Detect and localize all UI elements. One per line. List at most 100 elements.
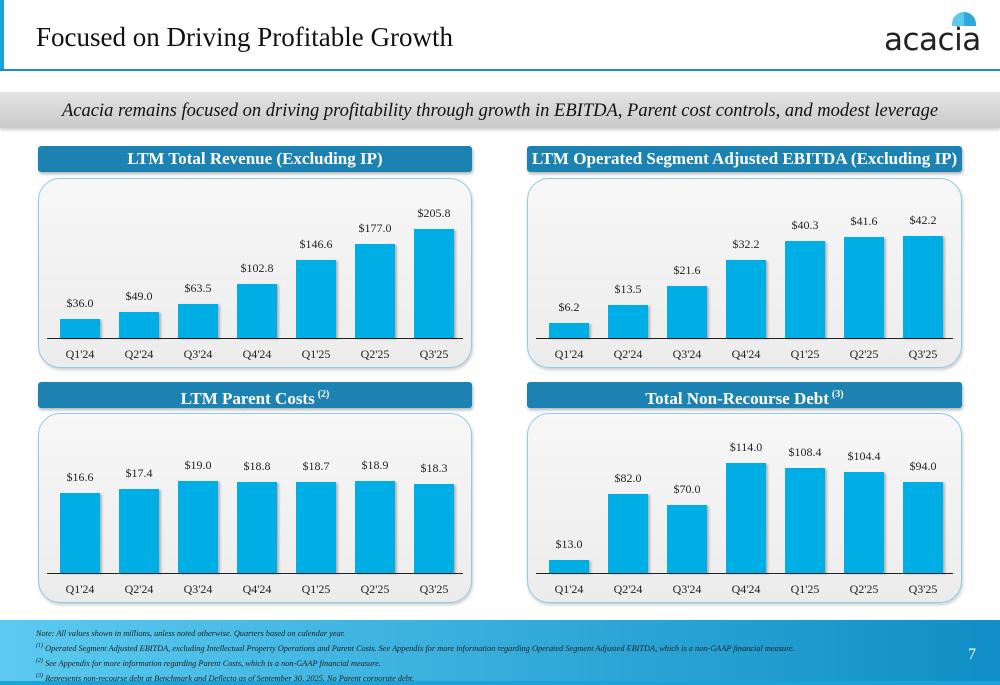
category-label: Q3'24 (672, 347, 702, 361)
footnote-3: (3) Represents non-recourse debt at Benc… (36, 670, 795, 685)
data-label: $108.4 (788, 445, 822, 460)
category-label: Q2'25 (849, 347, 879, 361)
data-label: $41.6 (850, 214, 878, 229)
parent-costs-chart-title: LTM Parent Costs (2) (38, 382, 472, 408)
data-label: $177.0 (358, 221, 392, 236)
data-label: $18.7 (302, 459, 330, 474)
footnote-mark: (1) (36, 643, 43, 649)
category-label: Q3'24 (672, 582, 702, 596)
bar (726, 463, 766, 573)
data-label: $63.5 (184, 281, 212, 296)
data-label: $205.8 (417, 206, 451, 220)
category-label: Q2'25 (849, 582, 879, 596)
bar (60, 492, 100, 573)
category-label: Q2'24 (613, 347, 643, 361)
data-label: $36.0 (66, 295, 94, 310)
page-title: Focused on Driving Profitable Growth (36, 22, 453, 52)
category-label: Q2'25 (360, 347, 390, 361)
data-label: $18.9 (361, 458, 389, 473)
footnote-note: Note: All values shown in millions, unle… (36, 629, 346, 638)
bar (785, 468, 825, 573)
data-label: $18.3 (420, 461, 448, 476)
ebitda-chart: $6.2 Q1'24 $13.5 Q2'24 $21.6 Q3'24 $32.2 Q4'24 $… (527, 178, 962, 368)
category-label: Q3'24 (183, 347, 213, 361)
category-label: Q4'24 (242, 582, 272, 596)
footnote-1: (1) Operated Segment Adjusted EBITDA, ex… (36, 640, 795, 655)
footer: Note: All values shown in millions, unle… (0, 620, 1000, 685)
bar (667, 505, 707, 573)
bar (549, 560, 589, 573)
data-label: $13.0 (555, 537, 583, 552)
category-label: Q2'24 (124, 347, 154, 361)
footnote-text: Operated Segment Adjusted EBITDA, exclud… (45, 643, 795, 653)
bar (119, 312, 159, 338)
bar (296, 260, 336, 338)
bar (178, 304, 218, 338)
footnote-text: See Appendix for more information regard… (45, 658, 381, 668)
data-label: $146.6 (299, 237, 333, 252)
x-axis-line (536, 573, 953, 574)
footnote-mark: (3) (36, 672, 43, 679)
bar (903, 236, 943, 338)
bar (178, 481, 218, 573)
data-label: $19.0 (184, 458, 212, 472)
header-divider (0, 69, 1000, 71)
data-label: $21.6 (673, 262, 701, 277)
revenue-chart-title: LTM Total Revenue (Excluding IP) (38, 146, 472, 172)
category-label: Q3'24 (183, 582, 213, 596)
parent-costs-chart: $16.6 Q1'24 $17.4 Q2'24 $19.0 Q3'24 $18.8 Q4'24… (38, 413, 472, 603)
acacia-logo: acacia (884, 10, 990, 60)
data-label: $32.2 (732, 237, 760, 252)
bar (119, 488, 159, 573)
bar (355, 244, 395, 338)
category-label: Q4'24 (731, 347, 761, 361)
category-label: Q1'25 (301, 582, 331, 596)
bar (237, 481, 277, 573)
x-axis-line (47, 573, 463, 574)
bar (549, 323, 589, 338)
revenue-chart: $36.0 Q1'24 $49.0 Q2'24 $63.5 Q3'24 $102.8 Q4'2… (38, 178, 472, 368)
chart-title-text: LTM Operated Segment Adjusted EBITDA (Ex… (531, 149, 958, 168)
category-label: Q3'25 (419, 347, 449, 361)
bar (608, 493, 648, 573)
subtitle-banner: Acacia remains focused on driving profit… (0, 92, 1000, 128)
category-label: Q4'24 (242, 347, 272, 361)
chart-title-text: LTM Total Revenue (Excluding IP) (127, 149, 383, 168)
data-label: $40.3 (791, 217, 819, 232)
data-label: $82.0 (614, 470, 642, 485)
category-label: Q1'24 (65, 347, 95, 361)
data-label: $49.0 (125, 289, 153, 304)
category-label: Q4'24 (731, 582, 761, 596)
category-label: Q3'25 (908, 347, 938, 361)
category-label: Q3'25 (419, 582, 449, 596)
bar (785, 240, 825, 338)
chart-title-footnote: (3) (831, 389, 844, 400)
data-label: $6.2 (558, 300, 580, 314)
footer-strip (0, 681, 1000, 685)
chart-title-text: Total Non-Recourse Debt (645, 389, 829, 408)
data-label: $42.2 (909, 213, 937, 227)
x-axis-line (47, 338, 463, 339)
category-label: Q2'24 (613, 582, 643, 596)
logo-arc-icon (952, 12, 976, 26)
data-label: $70.0 (673, 482, 701, 497)
category-label: Q1'24 (554, 347, 584, 361)
category-label: Q2'24 (124, 582, 154, 596)
bar (237, 283, 277, 338)
category-label: Q1'25 (301, 347, 331, 361)
ebitda-chart-title: LTM Operated Segment Adjusted EBITDA (Ex… (527, 146, 962, 190)
bar (355, 481, 395, 573)
data-label: $13.5 (614, 282, 642, 297)
data-label: $102.8 (240, 260, 274, 275)
bar (903, 482, 943, 573)
chart-title-text: LTM Parent Costs (180, 389, 315, 408)
data-label: $104.4 (847, 449, 881, 464)
bar (844, 472, 884, 573)
bar (608, 305, 648, 338)
data-label: $94.0 (909, 459, 937, 474)
data-label: $16.6 (66, 469, 94, 484)
footnotes: Note: All values shown in millions, unle… (36, 628, 795, 684)
page-number: 7 (968, 646, 976, 663)
category-label: Q2'25 (360, 582, 390, 596)
chart-title-footnote: (2) (317, 389, 330, 400)
